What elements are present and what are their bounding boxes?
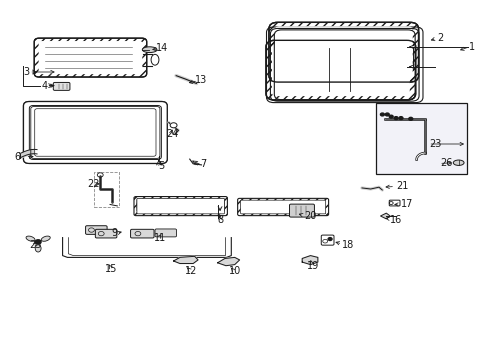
Text: 21: 21 — [395, 181, 407, 192]
Ellipse shape — [142, 47, 157, 53]
FancyBboxPatch shape — [155, 229, 176, 237]
Text: 19: 19 — [306, 261, 319, 271]
Polygon shape — [380, 213, 389, 219]
Text: 2: 2 — [437, 33, 443, 43]
Text: 24: 24 — [165, 129, 178, 139]
FancyBboxPatch shape — [321, 235, 333, 245]
Circle shape — [380, 113, 384, 116]
Ellipse shape — [26, 236, 35, 241]
Circle shape — [385, 113, 388, 116]
Ellipse shape — [35, 245, 41, 252]
Text: 8: 8 — [217, 215, 223, 225]
FancyBboxPatch shape — [289, 204, 314, 217]
Text: 20: 20 — [304, 211, 316, 221]
FancyBboxPatch shape — [95, 229, 117, 238]
Text: 16: 16 — [389, 215, 402, 225]
FancyBboxPatch shape — [271, 44, 409, 96]
Text: 23: 23 — [428, 139, 441, 149]
Text: 6: 6 — [15, 152, 21, 162]
Circle shape — [170, 123, 177, 128]
Bar — [375, 103, 467, 174]
Text: 15: 15 — [105, 264, 118, 274]
Text: 9: 9 — [111, 228, 118, 238]
Polygon shape — [302, 256, 317, 265]
Circle shape — [393, 117, 397, 120]
Circle shape — [327, 238, 331, 240]
Ellipse shape — [452, 160, 463, 165]
Text: 1: 1 — [468, 42, 475, 52]
Text: 4: 4 — [41, 81, 48, 91]
Text: 18: 18 — [342, 240, 354, 250]
Text: 13: 13 — [194, 75, 206, 85]
Text: 14: 14 — [155, 43, 167, 53]
FancyBboxPatch shape — [137, 198, 224, 214]
Circle shape — [408, 117, 412, 120]
Text: 12: 12 — [184, 266, 197, 276]
FancyBboxPatch shape — [388, 200, 399, 206]
Text: 3: 3 — [23, 67, 30, 77]
Text: 11: 11 — [154, 233, 166, 243]
Text: 17: 17 — [400, 199, 412, 210]
Polygon shape — [62, 238, 231, 257]
Text: 5: 5 — [158, 161, 164, 171]
Text: 25: 25 — [29, 240, 42, 250]
FancyBboxPatch shape — [85, 226, 107, 234]
FancyBboxPatch shape — [53, 82, 70, 90]
FancyBboxPatch shape — [31, 107, 160, 158]
Ellipse shape — [41, 236, 50, 241]
FancyBboxPatch shape — [130, 229, 154, 238]
Circle shape — [398, 117, 402, 120]
Circle shape — [388, 115, 392, 118]
Ellipse shape — [151, 54, 159, 65]
Bar — [94, 172, 119, 207]
FancyBboxPatch shape — [35, 109, 156, 156]
Text: 10: 10 — [228, 266, 241, 276]
FancyBboxPatch shape — [240, 200, 325, 214]
Circle shape — [35, 240, 41, 244]
FancyBboxPatch shape — [39, 41, 142, 74]
Text: 7: 7 — [200, 159, 205, 169]
FancyBboxPatch shape — [29, 105, 161, 159]
Polygon shape — [173, 256, 198, 264]
Text: 26: 26 — [439, 158, 451, 168]
Text: 22: 22 — [87, 179, 100, 189]
Polygon shape — [217, 257, 239, 266]
FancyBboxPatch shape — [23, 102, 167, 163]
FancyBboxPatch shape — [274, 26, 412, 78]
